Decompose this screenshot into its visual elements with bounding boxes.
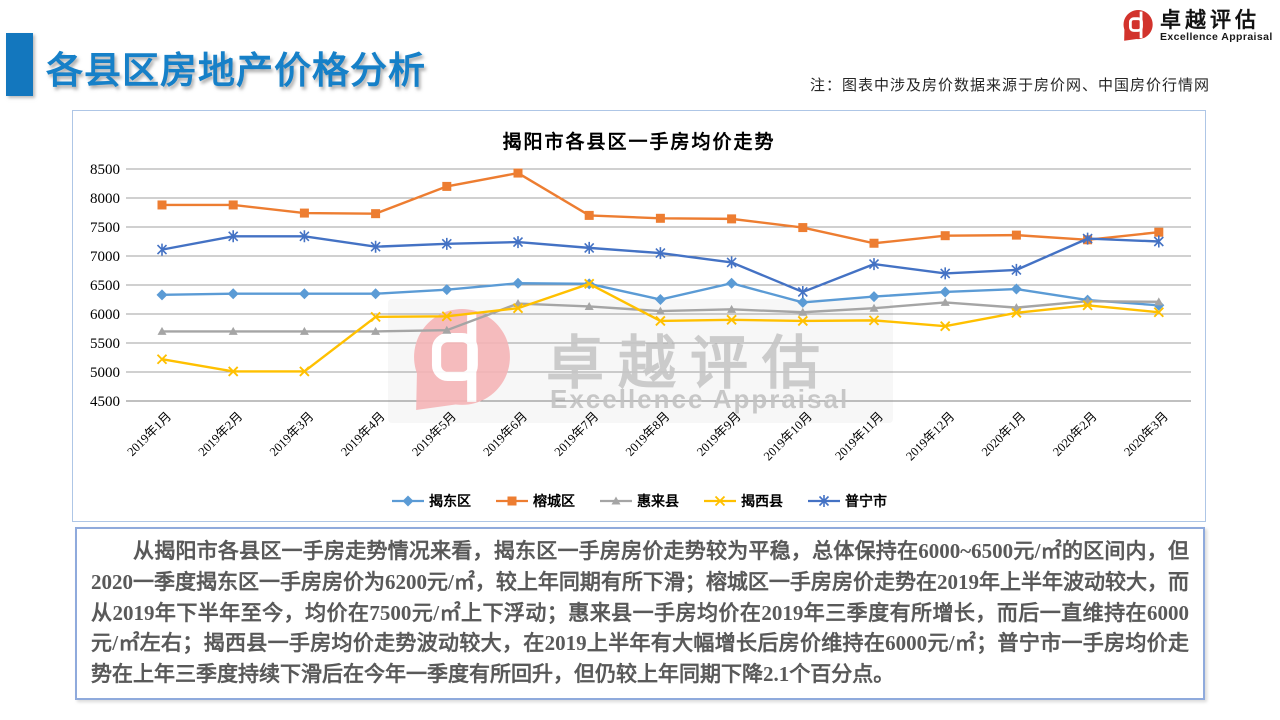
page-title: 各县区房地产价格分析 xyxy=(46,50,426,91)
legend-marker-asterisk-icon xyxy=(808,495,840,507)
svg-text:2019年12月: 2019年12月 xyxy=(903,409,957,463)
brand-logo-icon xyxy=(1123,10,1153,41)
data-source-note: 注：图表中涉及房价数据来源于房价网、中国房价行情网 xyxy=(809,78,1210,94)
svg-text:6500: 6500 xyxy=(90,278,120,294)
svg-text:2020年1月: 2020年1月 xyxy=(979,409,1029,459)
legend-label: 榕城区 xyxy=(533,495,575,510)
legend-item-3: 惠来县 xyxy=(599,491,679,511)
series-揭东区 xyxy=(156,277,1165,311)
legend-label: 惠来县 xyxy=(637,495,679,510)
legend-item-5: 普宁市 xyxy=(807,491,887,511)
svg-text:8000: 8000 xyxy=(90,191,120,207)
brand-logo: 卓越评估 Excellence Appraisal xyxy=(1122,9,1273,44)
chart-legend: 揭东区 榕城区 惠来县 揭西县 普宁市 xyxy=(73,491,1205,511)
brand-name-cn: 卓越评估 xyxy=(1160,8,1260,32)
svg-text:5000: 5000 xyxy=(90,365,120,381)
svg-text:2019年3月: 2019年3月 xyxy=(267,409,317,459)
chart-container: 4500 5000 5500 6000 6500 7000 7500 8000 8500 卓越评估… xyxy=(72,110,1206,522)
price-trend-line-chart: 4500 5000 5500 6000 6500 7000 7500 8000 8500 卓越评估… xyxy=(90,162,1191,463)
svg-text:2019年1月: 2019年1月 xyxy=(124,409,174,459)
series-揭西县 xyxy=(156,278,1164,377)
analysis-paragraph: 从揭阳市各县区一手房走势情况来看，揭东区一手房房价走势较为平稳，总体保持在600… xyxy=(91,539,1189,687)
series-普宁市 xyxy=(156,230,1164,298)
svg-text:7500: 7500 xyxy=(90,220,120,236)
svg-text:2020年2月: 2020年2月 xyxy=(1050,409,1100,459)
legend-label: 揭西县 xyxy=(741,495,783,510)
legend-marker-x-icon xyxy=(704,495,736,507)
watermark-text-cn: 卓越评估 xyxy=(546,331,834,396)
title-accent-square xyxy=(6,33,33,96)
legend-marker-square-icon xyxy=(496,496,528,506)
svg-text:6000: 6000 xyxy=(90,307,120,323)
svg-text:7000: 7000 xyxy=(90,249,120,265)
legend-item-2: 榕城区 xyxy=(495,491,575,511)
legend-item-4: 揭西县 xyxy=(703,491,783,511)
brand-name-en: Excellence Appraisal xyxy=(1160,31,1273,43)
legend-marker-triangle-icon xyxy=(600,496,632,505)
chart-title: 揭阳市各县区一手房均价走势 xyxy=(502,132,776,153)
legend-label: 普宁市 xyxy=(845,495,887,510)
svg-text:8500: 8500 xyxy=(90,162,120,178)
brand-logo-text: 卓越评估 Excellence Appraisal xyxy=(1160,9,1273,44)
legend-marker-diamond-icon xyxy=(392,495,424,507)
legend-label: 揭东区 xyxy=(429,495,471,510)
watermark-text-en: Excellence Appraisal xyxy=(550,384,849,414)
svg-text:5500: 5500 xyxy=(90,336,120,352)
svg-text:4500: 4500 xyxy=(90,394,120,410)
legend-item-1: 揭东区 xyxy=(391,491,471,511)
analysis-text-box: 从揭阳市各县区一手房走势情况来看，揭东区一手房房价走势较为平稳，总体保持在600… xyxy=(75,527,1205,700)
svg-text:2020年3月: 2020年3月 xyxy=(1121,409,1171,459)
series-榕城区 xyxy=(157,168,1164,248)
svg-text:2019年4月: 2019年4月 xyxy=(338,409,388,459)
svg-text:2019年2月: 2019年2月 xyxy=(196,409,246,459)
